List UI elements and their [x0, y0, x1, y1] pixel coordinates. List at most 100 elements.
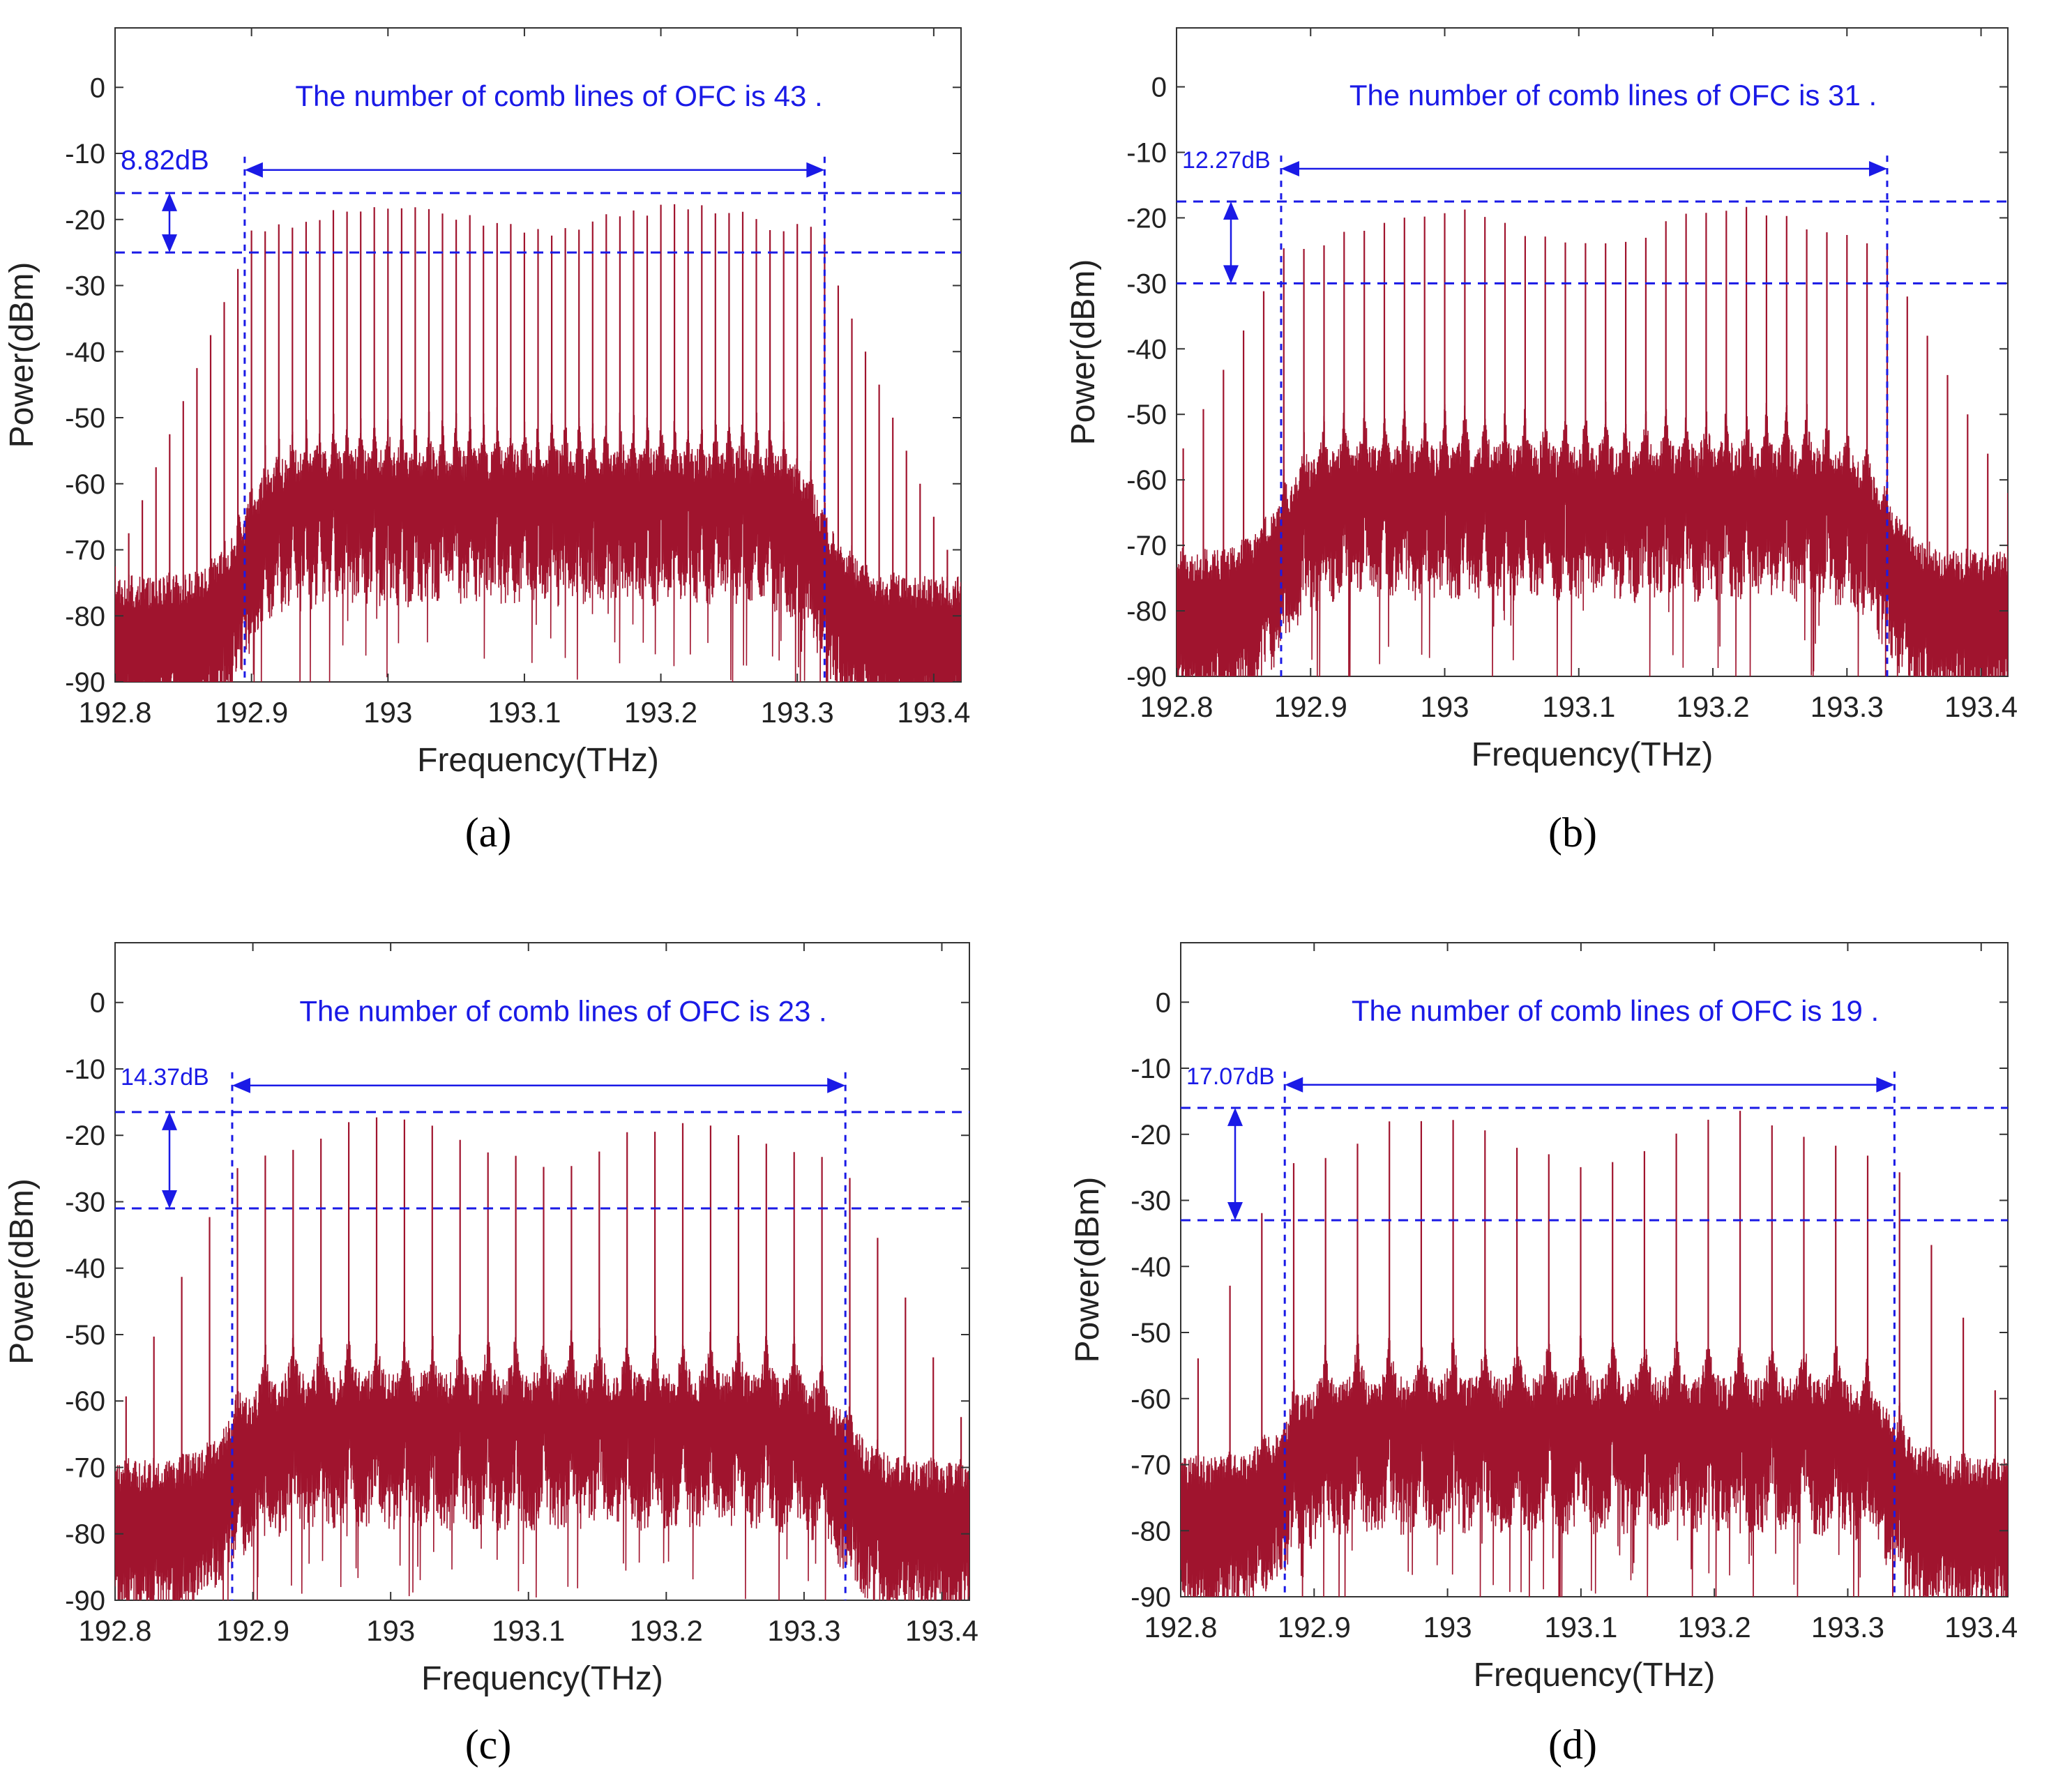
y-axis-label: Power(dBm)	[3, 1178, 40, 1365]
caption-a: (a)	[464, 810, 512, 856]
y-tick-label: -30	[65, 271, 105, 302]
y-tick-label: -60	[65, 469, 105, 500]
x-tick-label: 192.9	[1278, 1611, 1351, 1643]
y-tick-label: -20	[1126, 203, 1167, 234]
flatness-label: 12.27dB	[1182, 147, 1271, 174]
x-tick-label: 193	[1423, 1611, 1472, 1643]
arrowhead-right	[1868, 160, 1887, 176]
y-tick-label: -20	[65, 1121, 105, 1151]
arrowhead-down	[162, 234, 177, 253]
y-tick-label: -90	[65, 667, 105, 698]
x-tick-label: 193.3	[767, 1614, 840, 1647]
y-tick-label: -80	[1131, 1516, 1171, 1547]
x-tick-label: 193.4	[1944, 1611, 2018, 1643]
y-tick-label: -70	[65, 536, 105, 566]
x-tick-label: 193.3	[1810, 690, 1884, 723]
x-tick-label: 192.9	[215, 696, 288, 729]
comb-count-annotation: The number of comb lines of OFC is 23 .	[299, 994, 826, 1027]
y-tick-label: -20	[65, 205, 105, 236]
plot-area	[1181, 1111, 2008, 1597]
x-axis-label: Frequency(THz)	[1472, 736, 1714, 773]
x-tick-label: 193.4	[897, 696, 970, 729]
y-tick-label: -10	[1126, 137, 1167, 168]
y-tick-label: 0	[90, 988, 105, 1019]
annotations	[115, 1072, 969, 1600]
arrowhead-right	[827, 1077, 846, 1093]
y-tick-label: -10	[1131, 1054, 1171, 1084]
x-tick-label: 193.1	[1542, 690, 1615, 723]
axis-ticks	[1180, 943, 2008, 1597]
arrowhead-down	[1223, 265, 1239, 284]
x-tick-label: 193.2	[624, 696, 697, 729]
y-tick-label: -90	[1126, 662, 1167, 692]
arrowhead-down	[162, 1190, 177, 1209]
y-tick-label: -50	[65, 1320, 105, 1351]
x-tick-label: 192.9	[216, 1614, 289, 1647]
y-tick-label: -90	[1131, 1582, 1171, 1613]
x-tick-label: 193.4	[905, 1614, 978, 1647]
y-tick-label: -80	[65, 1519, 105, 1550]
x-tick-label: 192.9	[1274, 690, 1347, 723]
y-tick-label: -10	[65, 139, 105, 169]
flatness-label: 8.82dB	[121, 145, 209, 176]
x-tick-label: 193	[366, 1614, 415, 1647]
y-tick-label: -40	[1126, 334, 1167, 365]
arrowhead-up	[162, 1111, 177, 1130]
x-tick-label: 193.3	[1811, 1611, 1884, 1643]
x-axis-label: Frequency(THz)	[421, 1660, 663, 1697]
x-tick-label: 193.3	[761, 696, 834, 729]
arrowhead-up	[1227, 1107, 1243, 1126]
y-tick-label: -40	[1131, 1252, 1171, 1282]
comb-count-annotation: The number of comb lines of OFC is 31 .	[1349, 79, 1877, 112]
x-tick-label: 193.1	[1544, 1611, 1617, 1643]
y-tick-label: -50	[1126, 400, 1167, 430]
x-tick-label: 192.8	[78, 696, 151, 729]
y-tick-label: -40	[65, 337, 105, 367]
axis-ticks	[114, 28, 961, 683]
y-tick-label: -40	[65, 1254, 105, 1284]
y-tick-label: -20	[1131, 1120, 1171, 1151]
annotations	[115, 156, 961, 682]
x-tick-label: 193	[1420, 690, 1469, 723]
y-tick-label: -30	[1131, 1186, 1171, 1217]
y-axis-label: Power(dBm)	[1069, 1177, 1106, 1363]
x-tick-label: 193	[363, 696, 412, 729]
y-tick-label: 0	[90, 73, 105, 103]
y-tick-label: -10	[65, 1054, 105, 1085]
annotations	[1181, 1071, 2008, 1597]
x-tick-label: 193.4	[1944, 690, 2018, 723]
x-axis-label: Frequency(THz)	[1474, 1657, 1716, 1694]
y-tick-label: 0	[1156, 987, 1171, 1018]
x-tick-label: 193.1	[492, 1614, 565, 1647]
panel-c: 0 -10 -20 -30 -40 -50 -60 -70 -80 -90 192.8 192.9 19…	[0, 896, 1024, 1792]
y-tick-label: -70	[65, 1452, 105, 1483]
plot-area	[1177, 206, 2008, 676]
y-tick-label: -70	[1126, 531, 1167, 561]
y-tick-label: -80	[65, 601, 105, 632]
arrowhead-down	[1227, 1201, 1243, 1220]
x-tick-label: 193.2	[630, 1614, 703, 1647]
y-tick-label: -50	[1131, 1318, 1171, 1349]
x-tick-label: 193.2	[1676, 690, 1749, 723]
y-tick-label: -70	[1131, 1450, 1171, 1481]
y-tick-label: -60	[1131, 1384, 1171, 1415]
y-tick-label: -60	[1126, 465, 1167, 496]
y-tick-label: -80	[1126, 596, 1167, 627]
y-axis-label: Power(dBm)	[3, 262, 40, 448]
x-tick-label: 192.8	[78, 1614, 151, 1647]
arrowhead-up	[1223, 201, 1239, 220]
arrowhead-left	[1285, 1077, 1303, 1093]
noise-floor-trace	[1177, 395, 2008, 676]
y-tick-label: -30	[1126, 268, 1167, 299]
comb-count-annotation: The number of comb lines of OFC is 43 .	[295, 79, 822, 112]
plot-area	[115, 1117, 969, 1600]
panel-d: 0 -10 -20 -30 -40 -50 -60 -70 -80 -90 192.8 192.9 19…	[1024, 896, 2049, 1792]
noise-floor-trace	[115, 1328, 969, 1600]
caption-c: (c)	[464, 1722, 512, 1768]
comb-count-annotation: The number of comb lines of OFC is 19 .	[1352, 994, 1879, 1027]
axis-ticks	[114, 943, 969, 1601]
caption-d: (d)	[1548, 1722, 1597, 1768]
